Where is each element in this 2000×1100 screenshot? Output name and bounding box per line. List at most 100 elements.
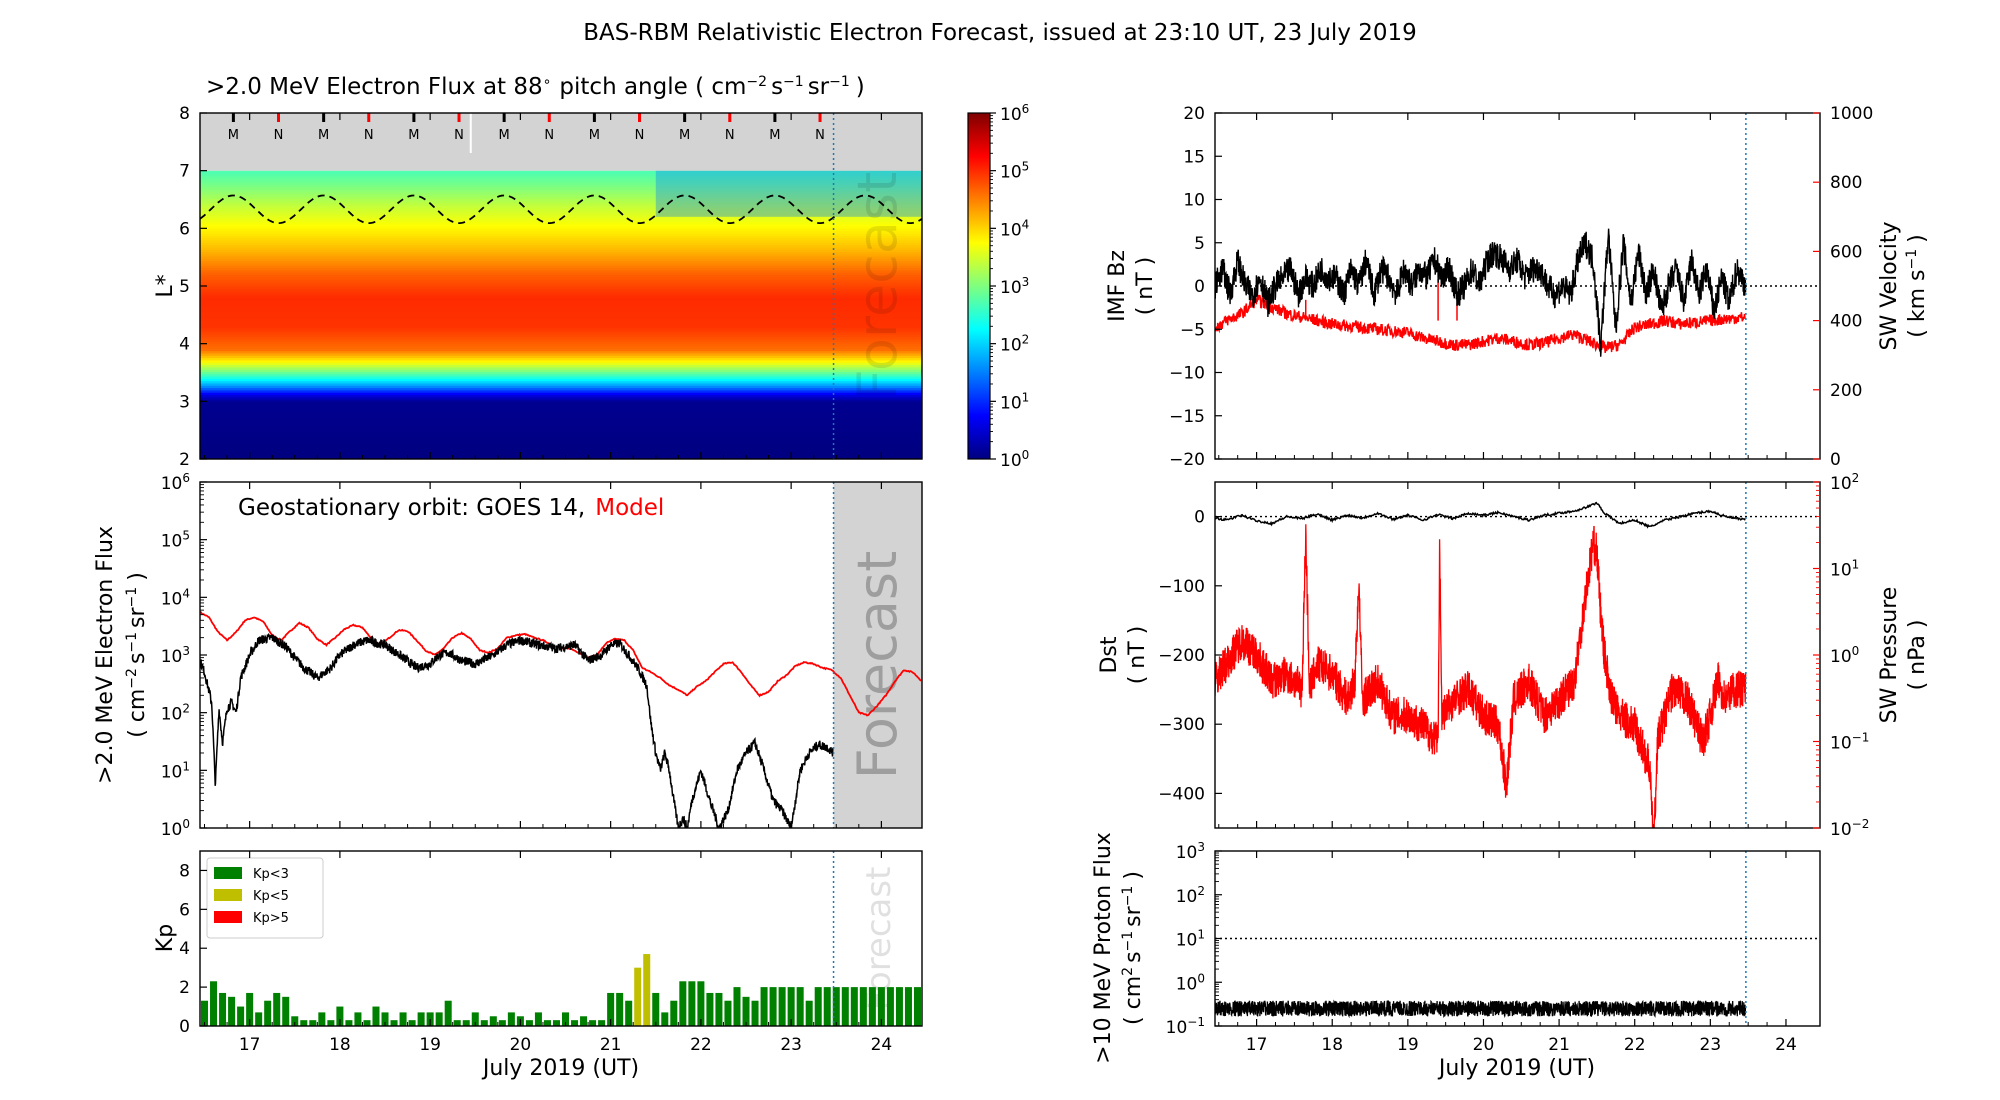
heatmap-band bbox=[200, 334, 922, 338]
heatmap-band bbox=[200, 313, 922, 317]
y-tick-label: 6 bbox=[179, 219, 190, 239]
kp-bar bbox=[841, 987, 849, 1026]
orbit-marker-label: N bbox=[364, 128, 374, 143]
goes-flux-line bbox=[200, 633, 834, 828]
kp-bar bbox=[706, 992, 714, 1026]
sw-pressure-line bbox=[1215, 524, 1747, 828]
heatmap-band bbox=[200, 242, 922, 246]
kp-bar bbox=[300, 1020, 308, 1026]
heatmap-band bbox=[200, 329, 922, 333]
kp-bar bbox=[760, 987, 768, 1026]
heatmap-band bbox=[200, 403, 922, 407]
heatmap-band bbox=[200, 322, 922, 326]
heatmap-band bbox=[200, 265, 922, 269]
kp-bar bbox=[733, 987, 741, 1026]
dst-lines bbox=[1215, 501, 1747, 828]
heatmap-band bbox=[200, 389, 922, 393]
y-tick-label: 5 bbox=[179, 277, 190, 297]
y-tick-label: 6 bbox=[179, 900, 190, 920]
kp-bar bbox=[589, 1020, 597, 1026]
sw-velocity-label: SW Velocity bbox=[1877, 221, 1902, 350]
colorbar-tick-label: 103 bbox=[1000, 275, 1029, 298]
heatmap-band bbox=[200, 274, 922, 278]
kp-bar bbox=[895, 987, 903, 1026]
heatmap-band bbox=[200, 341, 922, 345]
heatmap-band bbox=[200, 189, 922, 193]
kp-bar bbox=[480, 1020, 488, 1026]
heatmap-band bbox=[200, 325, 922, 329]
kp-bar bbox=[562, 1012, 570, 1026]
heatmap-band bbox=[200, 184, 922, 188]
y-tick-label: 4 bbox=[179, 335, 190, 355]
heatmap-band bbox=[200, 235, 922, 239]
heatmap-band bbox=[200, 279, 922, 282]
y-tick-label: 20 bbox=[1183, 104, 1205, 124]
heatmap-band bbox=[200, 223, 922, 227]
heatmap-band bbox=[200, 272, 922, 276]
geo-x-ticks bbox=[204, 482, 882, 828]
y-tick-label: 2 bbox=[179, 978, 190, 998]
x-tick-label: 19 bbox=[1397, 1035, 1419, 1055]
heatmap-band bbox=[200, 219, 922, 223]
proton-flux-line bbox=[1215, 999, 1747, 1019]
sw-velocity-unit: ( km s−1) bbox=[1904, 234, 1930, 337]
dst-x-ticks bbox=[1218, 482, 1787, 828]
geo-flux-panel: Forecast Geostationary orbit: GOES 14, Mo… bbox=[93, 471, 923, 840]
y-tick-label: −15 bbox=[1169, 407, 1205, 427]
heatmap-band bbox=[200, 369, 922, 372]
imf-x-ticks bbox=[1218, 113, 1787, 459]
orbit-marker-label: N bbox=[725, 128, 735, 143]
heatmap-band bbox=[200, 385, 922, 389]
kp-bar bbox=[751, 1000, 759, 1026]
heatmap-band bbox=[200, 447, 922, 451]
heatmap-band bbox=[200, 212, 922, 216]
heatmap-band bbox=[200, 345, 922, 349]
colorbar-gradient bbox=[967, 112, 991, 460]
kp-bar bbox=[670, 1000, 678, 1026]
y-tick-label: 0 bbox=[1194, 277, 1205, 297]
heatmap-band bbox=[200, 336, 922, 340]
kp-bar bbox=[417, 1012, 425, 1026]
right-x-label: July 2019 (UT) bbox=[1437, 1056, 1595, 1081]
proton-lines bbox=[1215, 999, 1747, 1019]
y-tick-label: 0 bbox=[1194, 508, 1205, 528]
heatmap-band bbox=[200, 318, 922, 322]
colorbar-tick-label: 104 bbox=[1000, 217, 1029, 240]
heatmap-band bbox=[200, 426, 922, 430]
kp-bar bbox=[679, 981, 687, 1026]
kp-bar bbox=[634, 967, 642, 1026]
sw-pressure-label: SW Pressure bbox=[1877, 587, 1902, 724]
y-tick-label: −200 bbox=[1158, 646, 1205, 666]
left-x-label: July 2019 (UT) bbox=[481, 1056, 639, 1081]
heatmap-band bbox=[200, 366, 922, 370]
x-tick-label: 22 bbox=[690, 1035, 712, 1055]
kp-legend-label-low: Kp<3 bbox=[253, 867, 289, 882]
kp-bar bbox=[444, 1000, 452, 1026]
kp-bar bbox=[552, 1020, 560, 1026]
kp-bar bbox=[489, 1016, 497, 1026]
kp-bar bbox=[318, 1012, 326, 1026]
x-tick-label: 18 bbox=[1321, 1035, 1343, 1055]
flux-colorbar: 100 101 102 103 104 105 106 bbox=[967, 102, 1029, 471]
heatmap-band bbox=[200, 405, 922, 409]
geo-panel-frame bbox=[199, 481, 923, 829]
y-tick-label: 102 bbox=[1830, 471, 1859, 494]
heatmap-band bbox=[200, 417, 922, 421]
orbit-marker-label: N bbox=[274, 128, 284, 143]
heatmap-band bbox=[200, 445, 922, 449]
heatmap-band bbox=[200, 387, 922, 391]
heatmap-band bbox=[200, 256, 922, 259]
heatmap-band bbox=[200, 214, 922, 218]
kp-bar bbox=[201, 1000, 209, 1026]
orbit-marker-label: M bbox=[318, 128, 329, 143]
dst-y-unit: ( nT ) bbox=[1125, 626, 1150, 685]
heatmap-band bbox=[200, 452, 922, 455]
y-tick-label: 400 bbox=[1830, 312, 1862, 332]
heatmap-band bbox=[200, 288, 922, 292]
heatmap-band bbox=[200, 297, 922, 301]
kp-bar bbox=[616, 992, 624, 1026]
heatmap-band bbox=[200, 260, 922, 264]
y-tick-label: 3 bbox=[179, 392, 190, 412]
kp-bar bbox=[886, 987, 894, 1026]
heatmap-band bbox=[200, 258, 922, 262]
